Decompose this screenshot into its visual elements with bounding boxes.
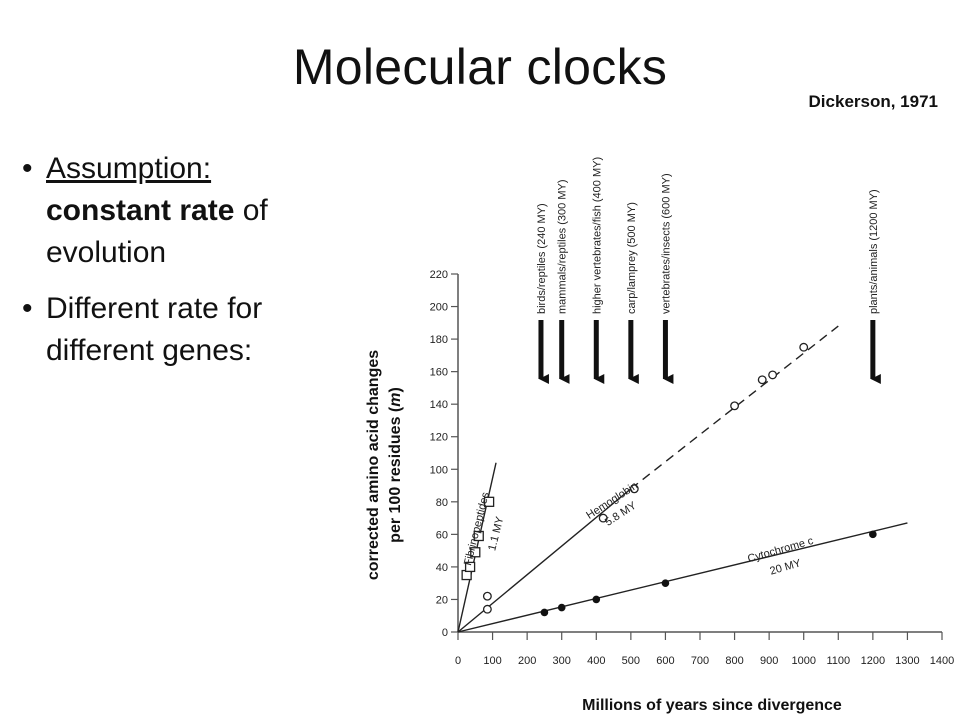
data-point-square — [483, 496, 495, 507]
x-tick-label: 100 — [483, 655, 501, 667]
divergence-label: birds/reptiles (240 MY) — [536, 203, 548, 314]
data-point-square — [464, 561, 476, 573]
y-tick-label: 20 — [436, 594, 448, 606]
y-tick-label: 0 — [442, 627, 448, 639]
x-tick-label: 800 — [725, 655, 743, 667]
x-tick-label: 1300 — [895, 655, 919, 667]
chart-arrows: birds/reptiles (240 MY) mammals/reptiles … — [536, 157, 881, 384]
data-point-open-circle — [757, 375, 767, 385]
data-point-filled-circle — [540, 608, 549, 617]
y-tick-label: 220 — [430, 269, 448, 281]
x-tick-label: 900 — [760, 655, 778, 667]
divergence-label: vertebrates/insects (600 MY) — [660, 173, 672, 314]
y-tick-label: 40 — [436, 562, 448, 574]
y-tick-label: 60 — [436, 529, 448, 541]
cytochrome-c-rate-label: 20 MY — [769, 557, 804, 577]
y-axis-title-prefix: per 100 residues ( — [387, 406, 404, 543]
page-title: Molecular clocks — [292, 39, 668, 95]
x-tick-label: 1000 — [791, 655, 815, 667]
bullet-emphasis: constant rate — [46, 194, 235, 227]
cytochrome-c-label: Cytochrome c — [746, 535, 815, 565]
y-tick-label: 140 — [430, 399, 448, 411]
bullet-rest-b: evolution — [46, 236, 167, 269]
data-point-filled-circle — [661, 579, 670, 587]
bullet-dot: • — [22, 292, 33, 325]
x-tick-label: 1200 — [861, 655, 885, 667]
divergence-label: mammals/reptiles (300 MY) — [557, 180, 569, 314]
fibrinopeptides-rate-label: 1.1 MY — [486, 515, 506, 552]
cytochrome-c-line — [457, 522, 908, 633]
y-tick-label: 120 — [430, 432, 448, 444]
divergence-label: higher vertebrates/fish (400 MY) — [591, 157, 603, 314]
bullet-assumption: • Assumption: constant rate of evolution — [22, 148, 342, 274]
x-tick-label: 300 — [553, 655, 571, 667]
x-tick-label: 600 — [656, 655, 674, 667]
x-tick-label: 500 — [622, 655, 640, 667]
data-point-open-circle — [482, 591, 492, 601]
data-point-open-circle — [768, 370, 778, 380]
citation: Dickerson, 1971 — [808, 92, 938, 111]
data-point-open-circle — [730, 401, 740, 411]
bullet-different-rate: • Different rate for different genes: — [22, 288, 342, 372]
x-tick-label: 700 — [691, 655, 709, 667]
divergence-label: carp/lamprey (500 MY) — [626, 202, 638, 314]
bullet-line1: Different rate for — [46, 292, 263, 325]
chart-points — [461, 342, 877, 617]
data-point-open-circle — [799, 342, 809, 352]
y-axis-title-var: m — [387, 393, 404, 407]
data-point-open-circle — [629, 484, 639, 494]
data-point-filled-circle — [592, 595, 601, 604]
bullet-intro: Assumption: — [46, 152, 212, 185]
y-axis-title-suffix: ) — [387, 387, 404, 392]
chart-lines — [457, 325, 908, 633]
data-point-filled-circle — [869, 530, 877, 539]
bullet-dot: • — [22, 152, 33, 185]
y-axis-title-line2: per 100 residues (m) — [387, 387, 404, 543]
bullet-rest-a: of — [234, 194, 268, 227]
x-tick-label: 1400 — [930, 655, 954, 667]
x-tick-label: 1100 — [826, 655, 850, 667]
bullet-list: • Assumption: constant rate of evolution… — [22, 148, 342, 386]
data-point-square — [473, 530, 484, 542]
data-point-filled-circle — [557, 603, 566, 612]
x-tick-label: 200 — [518, 655, 536, 667]
bullet-line2: different genes: — [46, 334, 253, 367]
x-tick-label: 400 — [587, 655, 605, 667]
y-tick-label: 100 — [430, 464, 448, 476]
y-tick-label: 180 — [430, 334, 448, 346]
x-axis-title: Millions of years since divergence — [582, 697, 842, 714]
divergence-label: plants/animals (1200 MY) — [868, 189, 880, 314]
y-tick-label: 200 — [430, 302, 448, 314]
data-point-open-circle — [482, 604, 492, 614]
y-tick-label: 80 — [436, 497, 448, 509]
y-tick-label: 160 — [430, 367, 448, 379]
x-tick-label: 0 — [455, 655, 461, 667]
y-axis-title-line1: corrected amino acid changes — [365, 350, 382, 580]
chart-axes: 0 20 40 60 80 100 120 140 160 180 200 220 0 100 200 300… — [365, 269, 954, 714]
data-point-open-circle — [598, 513, 608, 523]
data-point-square — [470, 547, 481, 558]
